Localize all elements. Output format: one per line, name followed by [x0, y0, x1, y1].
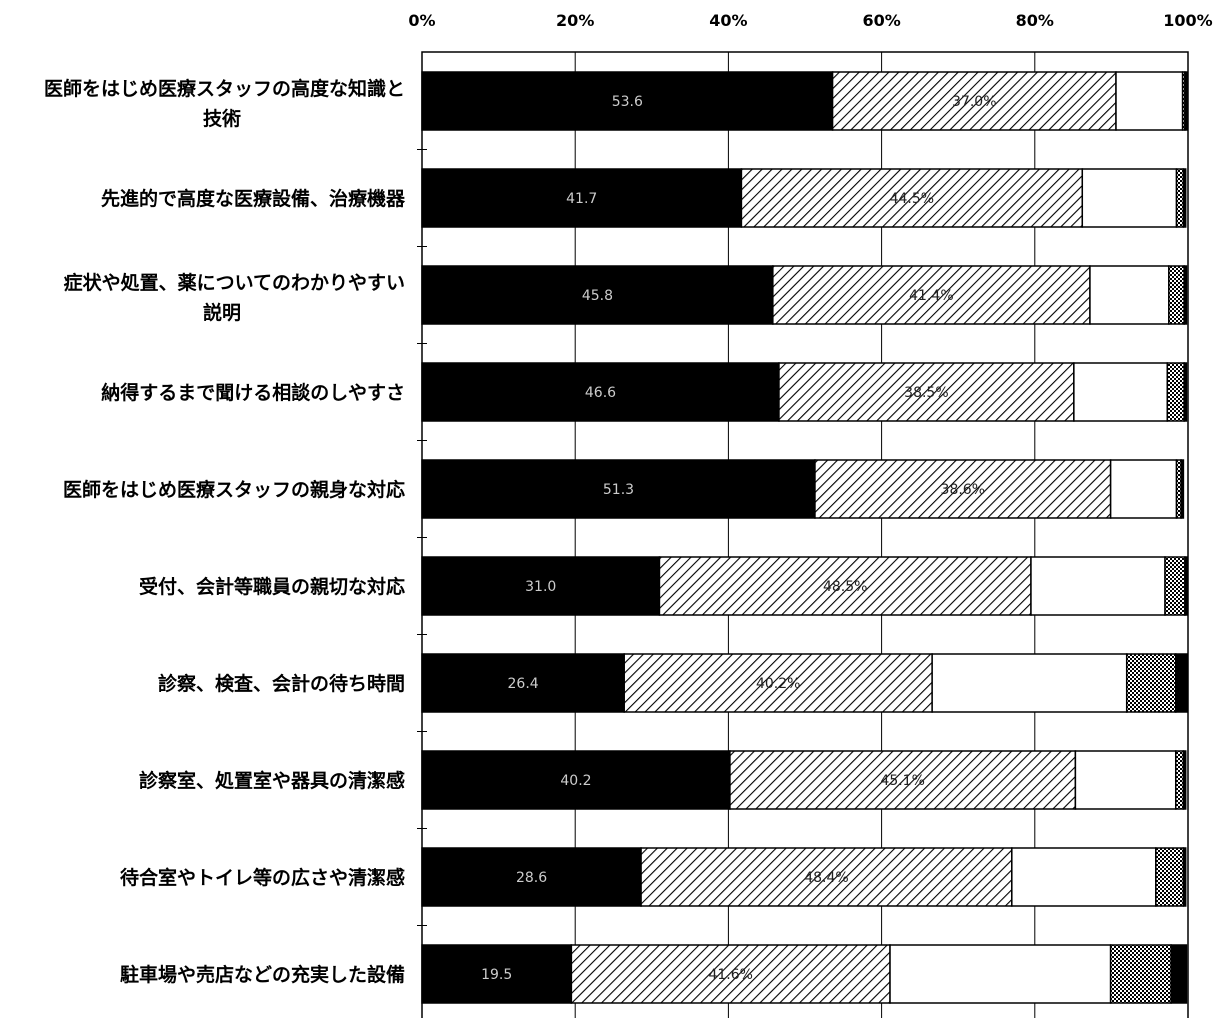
category-label: 受付、会計等職員の親切な対応: [139, 575, 405, 598]
bar-segment: [421, 750, 731, 810]
bar-segment: [421, 459, 816, 519]
bar-segment: [658, 556, 1032, 616]
x-axis-tick-labels: 0% 20% 40% 60% 80% 100%: [408, 11, 1212, 30]
bar-segment: [1164, 556, 1186, 616]
data-label: 40.2: [560, 773, 591, 789]
category-label-line: 診察、検査、会計の待ち時間: [158, 672, 405, 695]
bar-segment: [1183, 265, 1188, 325]
x-tick-label: 80%: [1016, 11, 1054, 30]
bar-segment: [421, 362, 780, 422]
data-label: 37.0%: [952, 94, 996, 110]
bar-segment: [1182, 847, 1187, 907]
bar-segment: [1182, 750, 1187, 810]
x-tick-label: 20%: [556, 11, 594, 30]
data-label: 48.4%: [804, 870, 848, 886]
category-label: 待合室やトイレ等の広さや清潔感: [120, 866, 405, 889]
x-tick-label: 60%: [862, 11, 900, 30]
bar-segment: [1109, 944, 1172, 1004]
data-label: 53.6: [612, 94, 643, 110]
bar-segment: [1166, 362, 1185, 422]
data-label: 41.4%: [909, 288, 953, 304]
x-tick-label: 0%: [408, 11, 435, 30]
data-label: 26.4: [508, 676, 539, 692]
data-label: 38.5%: [904, 385, 948, 401]
bar-segment: [1089, 265, 1170, 325]
category-label-line: 医師をはじめ医療スタッフの親身な対応: [63, 478, 405, 501]
data-label: 38.6%: [941, 482, 985, 498]
data-label: 40.2%: [756, 676, 800, 692]
x-tick-label: 100%: [1163, 11, 1212, 30]
bar-segment: [421, 653, 625, 713]
bar-segment: [640, 847, 1013, 907]
category-label-line: 医師をはじめ医療スタッフの高度な知識と: [44, 77, 405, 100]
data-label: 41.7: [566, 191, 597, 207]
category-label-line: 受付、会計等職員の親切な対応: [139, 575, 405, 598]
bar-segment: [1115, 71, 1184, 131]
data-label: 51.3: [603, 482, 634, 498]
x-tick-label: 40%: [709, 11, 747, 30]
bar-segment: [889, 944, 1112, 1004]
bar-segment: [1184, 556, 1188, 616]
plot-frame: [421, 51, 1189, 1018]
bar-segment: [1174, 653, 1188, 713]
data-label: 31.0: [525, 579, 556, 595]
bar-segment: [740, 168, 1084, 228]
category-label-line: 技術: [203, 107, 241, 130]
bar-segment: [1011, 847, 1157, 907]
data-label: 48.5%: [823, 579, 867, 595]
category-label: 納得するまで聞ける相談のしやすさ: [101, 381, 405, 404]
data-label: 19.5: [481, 967, 512, 983]
category-label: 先進的で高度な医療設備、治療機器: [101, 187, 406, 210]
category-label: 診察室、処置室や器具の清潔感: [139, 769, 405, 792]
category-label-line: 先進的で高度な医療設備、治療機器: [101, 187, 406, 210]
bar-segment: [1081, 168, 1178, 228]
bar-segment: [1183, 362, 1188, 422]
bar-segment: [1174, 750, 1185, 810]
bar-segment: [1168, 265, 1185, 325]
bar-segment: [1073, 362, 1169, 422]
bar-segment: [814, 459, 1112, 519]
bar-segment: [421, 944, 573, 1004]
bar-segment: [1074, 750, 1177, 810]
category-label-line: 待合室やトイレ等の広さや清潔感: [120, 866, 405, 889]
category-label-line: 駐車場や売店などの充実した設備: [120, 963, 405, 986]
bar-segment: [623, 653, 933, 713]
bar-segment: [1030, 556, 1166, 616]
data-labels: 53.6 37.0% 41.7 44.5% 45.8 41.4% 46.6 38.5% 51.3…: [481, 94, 996, 983]
category-label-line: 診察室、処置室や器具の清潔感: [139, 769, 405, 792]
bar-segment: [1125, 653, 1177, 713]
category-label: 医師をはじめ医療スタッフの親身な対応: [63, 478, 405, 501]
bar-segment: [1170, 944, 1188, 1004]
category-label-line: 症状や処置、薬についてのわかりやすい: [64, 271, 405, 294]
bar-segment: [421, 847, 642, 907]
data-label: 28.6: [516, 870, 547, 886]
bar-segment: [1175, 168, 1185, 228]
data-label: 45.1%: [880, 773, 924, 789]
bar-segment: [1155, 847, 1185, 907]
category-label-line: 納得するまで聞ける相談のしやすさ: [101, 381, 405, 404]
bars: [421, 71, 1188, 1004]
category-labels: 医師をはじめ医療スタッフの高度な知識と技術先進的で高度な医療設備、治療機器症状や…: [44, 77, 406, 986]
data-label: 46.6: [585, 385, 616, 401]
bar-segment: [1180, 459, 1185, 519]
category-label-line: 説明: [203, 301, 241, 324]
data-label: 41.6%: [708, 967, 752, 983]
data-label: 45.8: [582, 288, 613, 304]
bar-segment: [421, 168, 743, 228]
category-label: 駐車場や売店などの充実した設備: [120, 963, 405, 986]
category-label: 診察、検査、会計の待ち時間: [158, 672, 405, 695]
bar-segment: [1182, 168, 1187, 228]
data-label: 44.5%: [890, 191, 934, 207]
bar-segment: [729, 750, 1077, 810]
bar-segment: [1184, 71, 1188, 131]
bar-segment: [931, 653, 1128, 713]
bar-segment: [1109, 459, 1178, 519]
